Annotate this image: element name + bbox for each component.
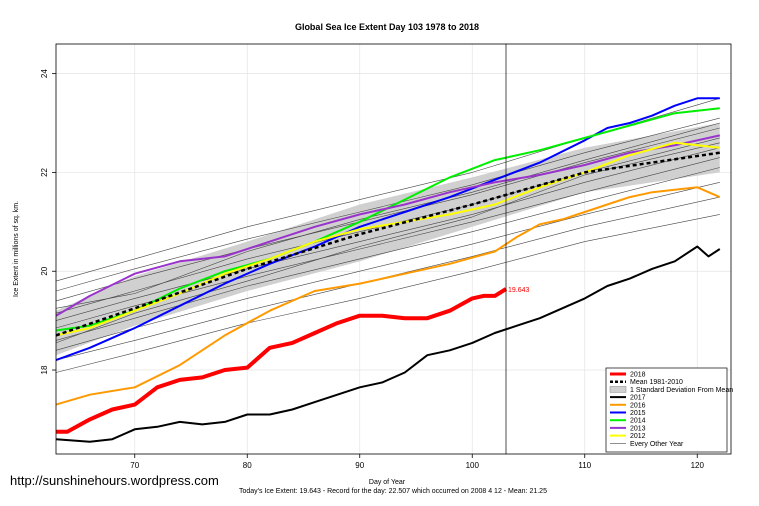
legend-entry-label: 1 Standard Deviation From Mean [630, 387, 733, 394]
y-tick-label: 22 [40, 167, 49, 176]
y-axis-label: Ice Extent in millions of sq. km. [13, 201, 20, 297]
series-line-year-18 [55, 122, 720, 309]
series-line-2013 [55, 134, 721, 317]
y-tick-label: 24 [40, 69, 49, 78]
series-line-year-14 [55, 167, 720, 341]
legend-swatch [609, 386, 627, 393]
y-tick-label: 20 [40, 266, 49, 275]
x-tick-label: 120 [691, 461, 705, 470]
series-lines [55, 97, 721, 443]
legend-entry-label: Every Other Year [630, 441, 684, 448]
legend-entry-label: 2013 [630, 425, 646, 432]
legend-entry-label: 2012 [630, 433, 646, 440]
current-value-label: 19.643 [508, 287, 530, 294]
watermark-url: http://sunshinehours.wordpress.com [10, 473, 219, 488]
x-axis-label: Day of Year [369, 479, 406, 486]
legend-box [605, 367, 728, 453]
series-line-2018 [56, 287, 508, 434]
x-tick-label: 90 [355, 461, 364, 470]
x-tick-label: 100 [466, 461, 480, 470]
series-line-year-17 [55, 214, 720, 373]
current-day-marker-layer: 19.643 [505, 44, 530, 454]
series-line-mean-1981-2010 [55, 151, 720, 337]
legend-entry-label: 2016 [630, 402, 646, 409]
series-line-year-12 [55, 147, 720, 321]
plot-frame [55, 43, 732, 455]
legend-entry-label: 2017 [630, 395, 646, 402]
legend-entry-label: 2014 [630, 418, 646, 425]
chart-title: Global Sea Ice Extent Day 103 1978 to 20… [295, 22, 479, 32]
series-line-year-19 [55, 142, 720, 344]
legend-entry-label: 2015 [630, 410, 646, 417]
x-tick-label: 110 [578, 461, 591, 470]
x-tick-label: 80 [243, 461, 252, 470]
y-tick-label: 18 [40, 365, 49, 374]
axes: 70 80 90 100 110 120 18 20 22 24 [40, 69, 704, 470]
legend-entry-label: 2018 [630, 372, 646, 379]
series-line-year-9 [55, 117, 720, 292]
series-line-2015 [55, 97, 720, 362]
series-line-2017 [55, 245, 721, 443]
footer-text: Today's Ice Extent: 19.643 - Record for … [239, 488, 547, 495]
series-line-2012 [55, 141, 720, 337]
x-tick-label: 70 [130, 461, 139, 470]
series-line-year-13 [55, 157, 720, 329]
series-line-2016 [55, 186, 721, 406]
legend-entry-label: Mean 1981-2010 [630, 379, 683, 386]
